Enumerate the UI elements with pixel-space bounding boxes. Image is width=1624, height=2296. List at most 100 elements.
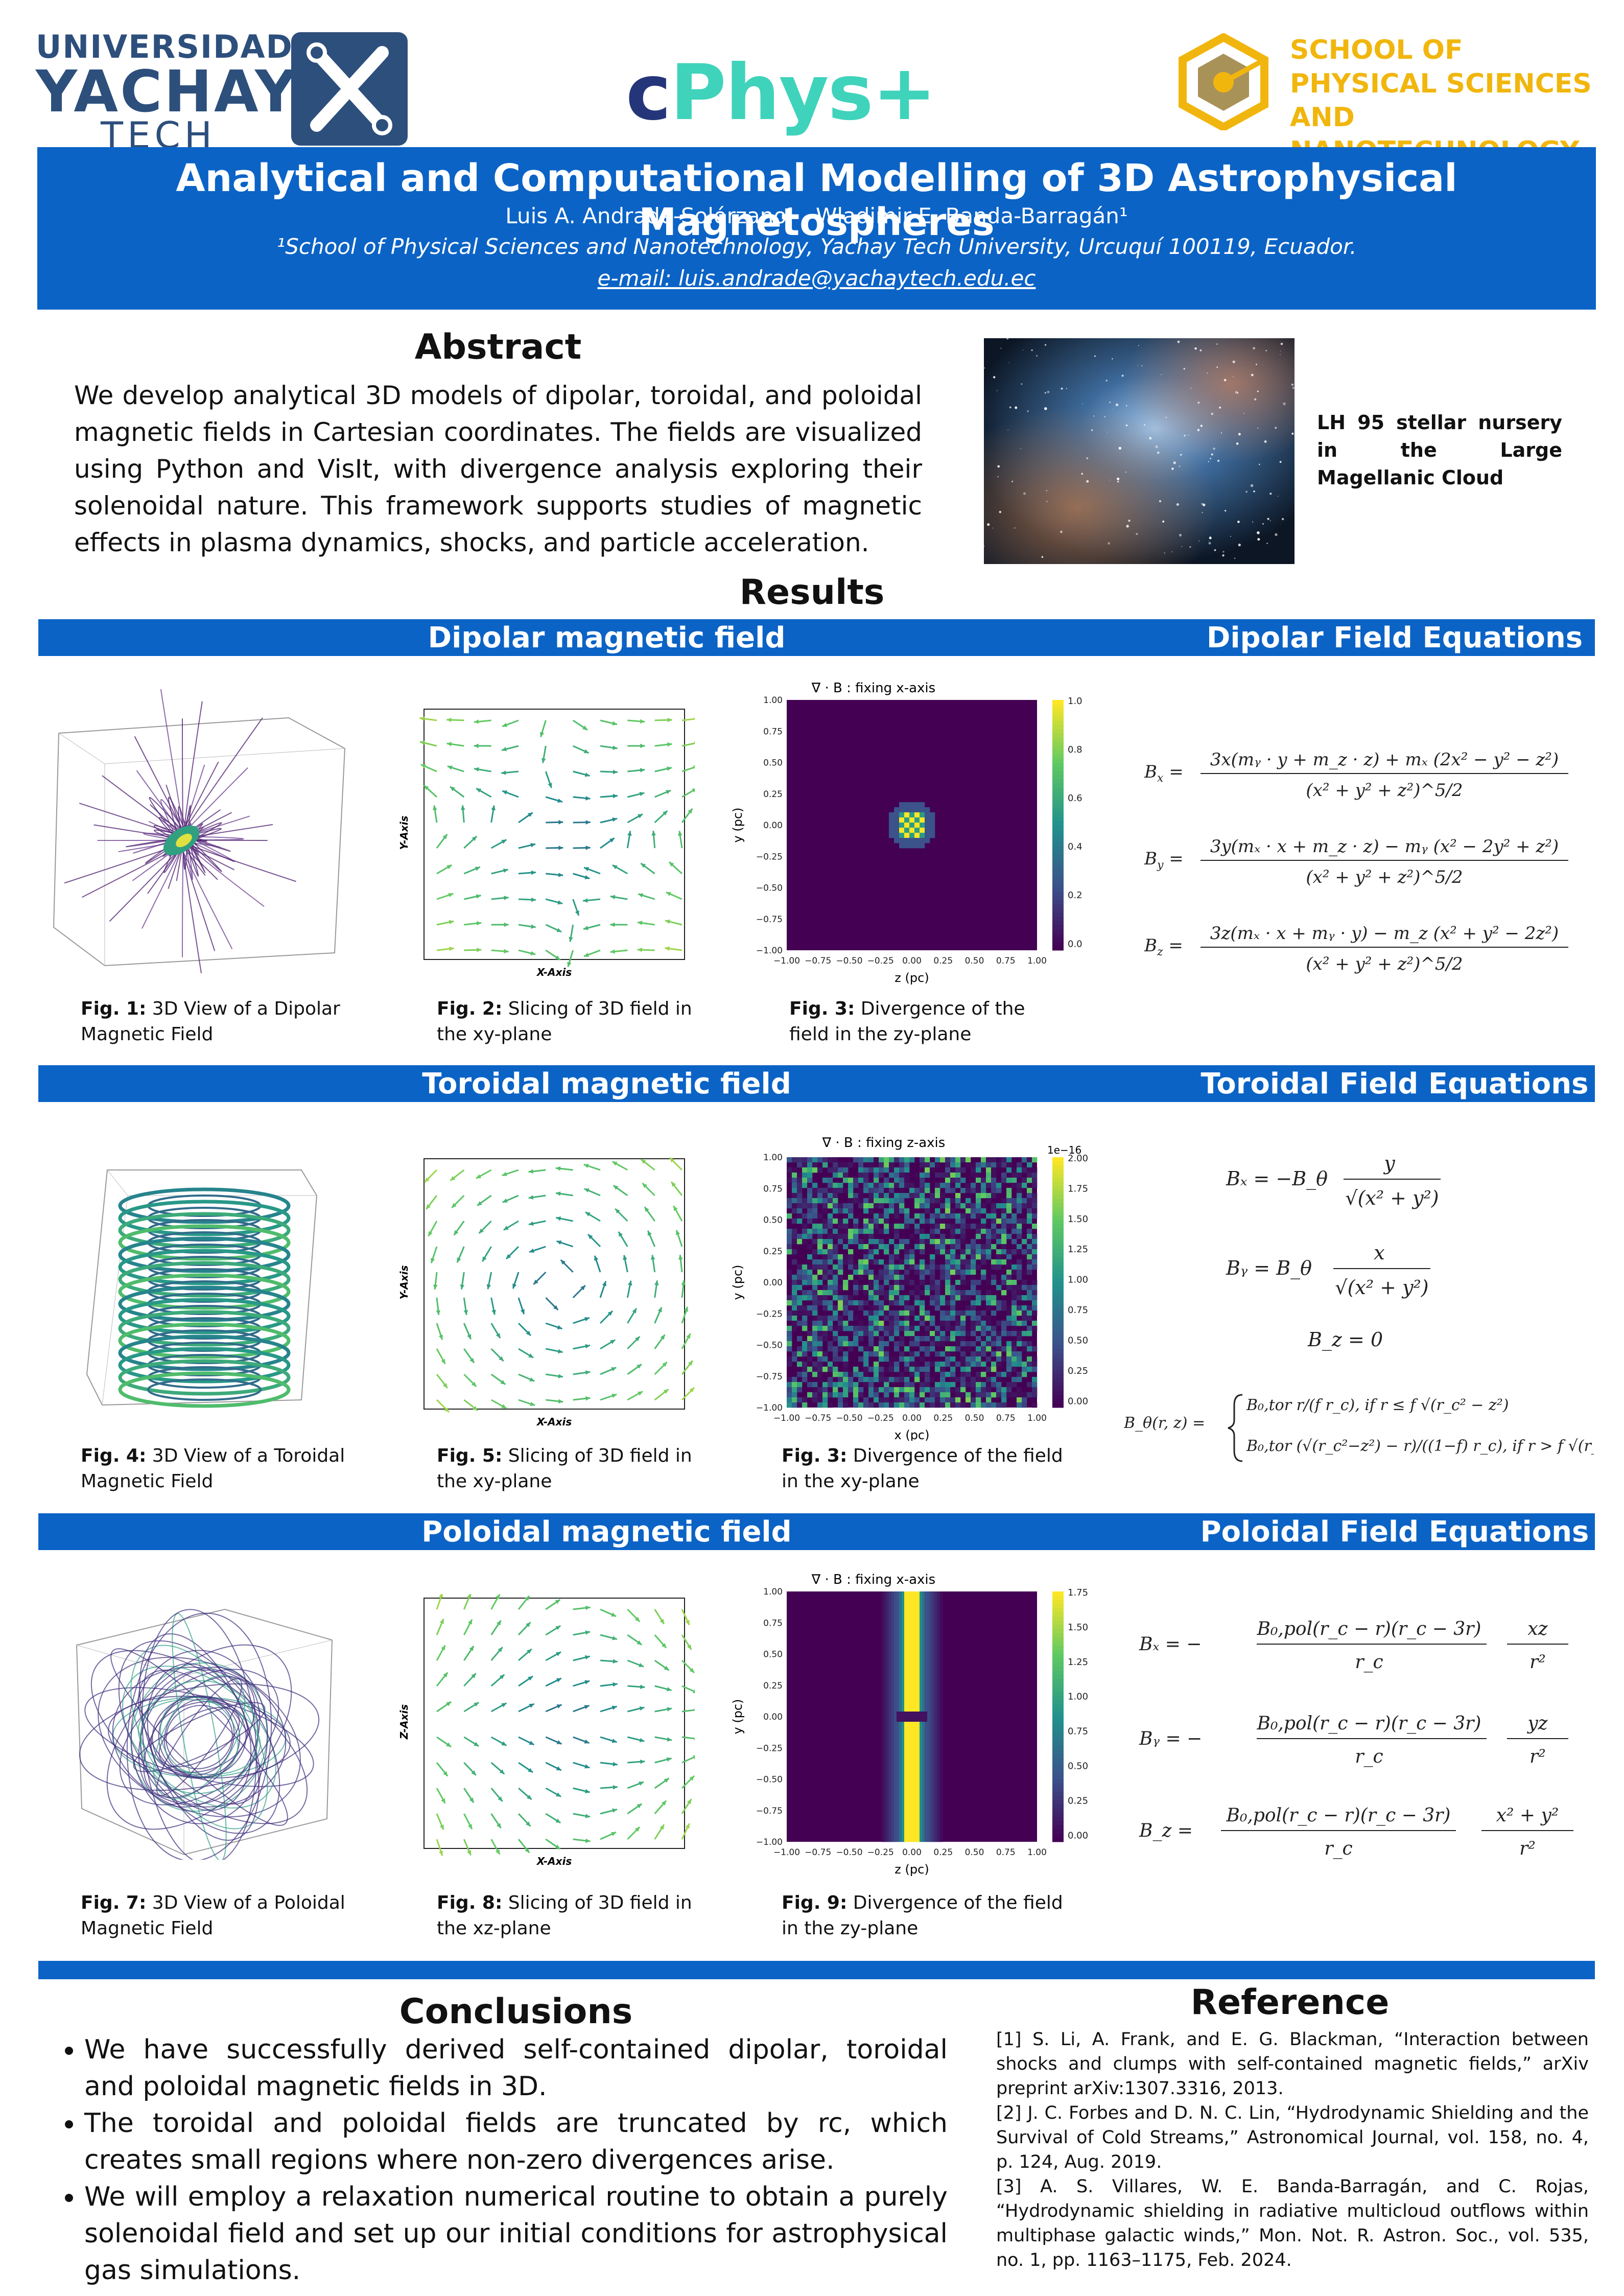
heatmap-cell bbox=[833, 1316, 838, 1321]
fig4-caption: Fig. 4: 3D View of a Toroidal Magnetic F… bbox=[81, 1443, 346, 1494]
heatmap-cell bbox=[925, 1724, 928, 1727]
heatmap-cell bbox=[891, 1798, 895, 1801]
colorbar-segment bbox=[1052, 1174, 1064, 1179]
heatmap-cell bbox=[881, 1755, 884, 1758]
heatmap-cell bbox=[912, 1645, 915, 1648]
heatmap-cell bbox=[868, 1326, 874, 1331]
quiver-arrowhead bbox=[467, 1593, 472, 1599]
heatmap-cell bbox=[922, 1793, 925, 1796]
heatmap-cell bbox=[863, 1254, 869, 1260]
poloidal-line bbox=[110, 1648, 288, 1826]
colorbar-segment bbox=[1052, 912, 1064, 918]
heatmap-cell bbox=[787, 1346, 792, 1352]
heatmap-cell bbox=[981, 1193, 986, 1199]
heatmap-cell bbox=[894, 1648, 897, 1651]
heatmap-cell bbox=[889, 1387, 895, 1393]
heatmap-cell bbox=[902, 1655, 905, 1658]
heatmap-cell bbox=[917, 1816, 920, 1819]
star bbox=[1237, 392, 1239, 394]
heatmap-cell bbox=[930, 1837, 933, 1840]
quiver-arrowhead bbox=[640, 719, 645, 724]
heatmap-cell bbox=[1022, 1346, 1027, 1352]
heatmap-cell bbox=[797, 1188, 803, 1193]
heatmap-cell bbox=[902, 1678, 905, 1681]
heatmap-cell bbox=[996, 1341, 1002, 1347]
heatmap-cell bbox=[881, 1640, 884, 1643]
heatmap-cell bbox=[899, 1755, 902, 1758]
heatmap-cell bbox=[899, 1819, 902, 1822]
heatmap-cell bbox=[899, 1594, 902, 1597]
heatmap-cell bbox=[1011, 1183, 1017, 1188]
heatmap-cell bbox=[874, 1300, 879, 1306]
heatmap-cell bbox=[986, 1183, 992, 1188]
email-link[interactable]: e-mail: luis.andrade@yachaytech.edu.ec bbox=[597, 266, 1036, 291]
heatmap-cell bbox=[817, 1280, 823, 1285]
heatmap-cell bbox=[922, 1625, 925, 1628]
heatmap-cell bbox=[971, 1280, 976, 1285]
equations-title: Dipolar Field Equations bbox=[1206, 621, 1583, 654]
heatmap-cell bbox=[960, 1392, 966, 1398]
heatmap-cell bbox=[884, 1758, 887, 1761]
toroidal-equations: Bₓ = −B_θ y √(x² + y²) Bᵧ = B_θ x √(x² +… bbox=[1123, 1144, 1624, 1477]
heatmap-cell bbox=[884, 1696, 887, 1699]
heatmap-cell bbox=[927, 1763, 930, 1766]
heatmap-cell bbox=[909, 1609, 912, 1612]
heatmap-cell bbox=[874, 1397, 879, 1403]
heatmap-cell bbox=[807, 1162, 813, 1168]
heatmap-cell bbox=[897, 1732, 900, 1735]
heatmap-cell bbox=[889, 1224, 895, 1229]
colorbar-segment bbox=[1052, 1291, 1064, 1295]
heatmap-cell bbox=[920, 1382, 925, 1388]
quiver-arrowhead bbox=[662, 810, 668, 816]
heatmap-cell bbox=[828, 1402, 833, 1408]
heatmap-cell bbox=[1001, 1229, 1007, 1234]
heatmap-cell bbox=[863, 1203, 869, 1209]
heatmap-cell bbox=[884, 1783, 887, 1786]
caption-label: Fig. 3: bbox=[789, 998, 855, 1019]
heatmap-cell bbox=[904, 1213, 910, 1219]
quiver-arrowhead bbox=[548, 783, 552, 788]
colorbar-segment bbox=[1052, 775, 1064, 780]
heatmap-cell bbox=[894, 1824, 897, 1827]
heatmap-cell bbox=[920, 1387, 925, 1393]
heatmap-cell bbox=[932, 1668, 935, 1671]
heatmap-cell bbox=[904, 1316, 910, 1321]
colorbar-tick: 0.8 bbox=[1068, 744, 1082, 755]
heatmap-cell bbox=[971, 1162, 976, 1168]
heatmap-cell bbox=[912, 1655, 915, 1658]
heatmap-cell bbox=[930, 1650, 933, 1653]
star bbox=[993, 376, 996, 379]
heatmap-cell bbox=[904, 833, 910, 838]
heatmap-cell bbox=[889, 1793, 892, 1796]
star bbox=[1254, 398, 1257, 401]
quiver-arrowhead bbox=[441, 1645, 445, 1651]
heatmap-cell bbox=[787, 1203, 792, 1209]
quiver-arrowhead bbox=[575, 910, 579, 916]
heatmap-cell bbox=[976, 1183, 981, 1188]
heatmap-cell bbox=[907, 1742, 910, 1745]
heatmap-cell bbox=[897, 1689, 900, 1692]
heatmap-cell bbox=[889, 1750, 892, 1753]
heatmap-cell bbox=[891, 1732, 895, 1735]
colorbar-segment bbox=[1052, 725, 1064, 730]
heatmap-cell bbox=[907, 1829, 910, 1832]
heatmap-cell bbox=[917, 1704, 920, 1707]
heatmap-cell bbox=[920, 1316, 925, 1321]
heatmap-cell bbox=[899, 1811, 902, 1814]
heatmap-cell bbox=[886, 1622, 889, 1625]
heatmap-cell bbox=[971, 1387, 976, 1393]
heatmap-cell bbox=[920, 1594, 923, 1597]
heatmap-cell bbox=[930, 1694, 933, 1697]
star bbox=[1179, 465, 1181, 467]
heatmap-cell bbox=[1017, 1290, 1022, 1296]
heatmap-title: ∇ · B : fixing x-axis bbox=[811, 1572, 935, 1587]
heatmap-cell bbox=[925, 823, 930, 828]
heatmap-cell bbox=[917, 1597, 920, 1600]
heatmap-cell bbox=[920, 1783, 923, 1786]
quiver-arrowhead bbox=[474, 719, 479, 724]
dipolar-band: Dipolar magnetic field Dipolar Field Equ… bbox=[38, 619, 1595, 656]
heatmap-cell bbox=[902, 1837, 905, 1840]
star bbox=[1093, 415, 1095, 417]
heatmap-cell bbox=[868, 1198, 874, 1204]
heatmap-cell bbox=[925, 1660, 928, 1664]
